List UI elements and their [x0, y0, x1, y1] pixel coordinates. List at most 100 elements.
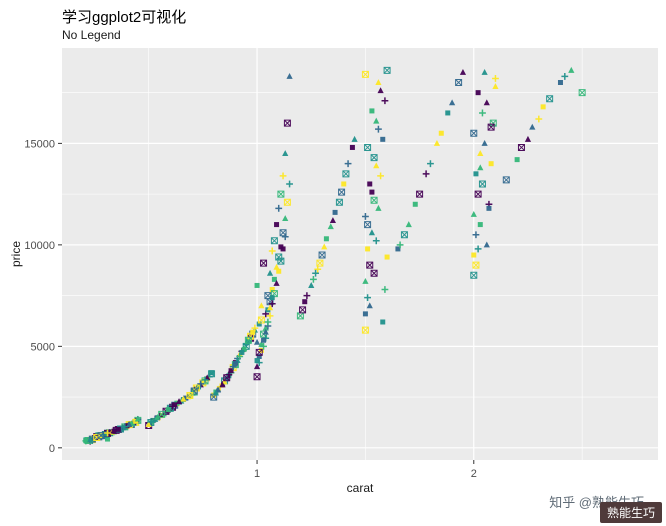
watermark-badge: 熟能生巧: [599, 502, 662, 523]
point-square-x: [97, 432, 105, 440]
y-axis-title: price: [9, 240, 23, 268]
point-square: [111, 428, 117, 434]
point-square: [280, 246, 286, 252]
point-triangle: [308, 282, 315, 288]
point-square-x: [487, 123, 495, 131]
point-square: [232, 361, 238, 367]
point-triangle: [266, 269, 274, 276]
point-triangle: [481, 68, 488, 75]
point-plus: [377, 172, 384, 180]
point-square: [271, 276, 277, 282]
y-tick-label: 0: [49, 443, 55, 455]
point-plus: [375, 125, 382, 133]
point-square: [269, 287, 275, 293]
point-square-x: [383, 66, 391, 74]
point-square-x: [283, 119, 291, 127]
x-tick-label: 1: [254, 468, 260, 480]
point-plus: [381, 97, 389, 105]
y-tick-label: 15000: [24, 138, 55, 150]
point-square-x: [370, 269, 378, 277]
point-plus: [147, 418, 155, 426]
point-square: [514, 157, 520, 163]
point-triangle: [433, 139, 441, 146]
point-square: [276, 268, 282, 274]
point-square-x: [338, 188, 346, 196]
point-plus: [474, 245, 482, 253]
point-plus: [303, 292, 311, 300]
point-square-x: [546, 95, 554, 103]
point-square: [365, 246, 371, 252]
point-plus: [362, 213, 369, 220]
point-square: [83, 438, 89, 444]
point-square: [102, 431, 108, 437]
point-square: [471, 252, 477, 258]
point-triangle: [375, 79, 382, 86]
point-plus: [344, 160, 352, 168]
point-square-x: [470, 129, 478, 137]
point-plus: [279, 172, 287, 180]
plot-subtitle: No Legend: [62, 28, 121, 42]
point-square: [369, 189, 375, 195]
point-square: [302, 299, 308, 305]
point-square: [473, 171, 479, 177]
point-triangle: [219, 381, 226, 388]
panel-background: [62, 48, 658, 460]
point-square: [183, 395, 189, 401]
point-square-x: [335, 198, 343, 206]
point-plus: [264, 318, 272, 326]
point-square-x: [400, 231, 408, 239]
point-triangle: [351, 135, 358, 142]
point-triangle: [477, 164, 484, 171]
point-square: [540, 104, 546, 110]
point-square-x: [270, 237, 278, 245]
point-square: [250, 329, 256, 335]
point-square: [341, 181, 347, 187]
point-triangle: [483, 241, 490, 248]
point-square-x: [277, 190, 285, 198]
point-triangle: [481, 139, 488, 146]
point-square: [105, 436, 111, 442]
point-plus: [197, 380, 205, 388]
point-square: [254, 282, 260, 288]
point-square: [486, 205, 492, 211]
point-triangle: [470, 211, 477, 217]
point-square: [115, 426, 121, 432]
point-triangle: [373, 162, 380, 169]
point-square-x: [277, 257, 285, 265]
point-plus: [422, 170, 430, 178]
point-triangle: [477, 150, 484, 157]
point-plus: [372, 237, 380, 245]
point-square-x: [455, 79, 463, 87]
point-square-x: [342, 170, 350, 178]
point-triangle: [375, 204, 382, 211]
point-plus: [121, 423, 129, 431]
point-square-x: [361, 326, 369, 334]
point-square-x: [364, 143, 372, 151]
point-square-x: [472, 261, 480, 269]
point-triangle: [253, 338, 261, 345]
y-tick-label: 5000: [31, 341, 55, 353]
point-square: [224, 376, 230, 382]
point-triangle: [282, 215, 289, 221]
point-triangle: [266, 304, 274, 311]
point-square-x: [502, 176, 510, 184]
point-triangle: [134, 415, 141, 422]
point-square: [245, 338, 251, 344]
point-square-x: [366, 261, 374, 269]
point-triangle: [262, 328, 269, 335]
point-plus: [266, 312, 274, 320]
point-square-x: [253, 373, 261, 381]
point-square-x: [299, 306, 307, 314]
point-square: [349, 144, 355, 150]
point-triangle: [568, 66, 575, 73]
point-square-x: [361, 70, 369, 78]
point-square-x: [316, 259, 324, 267]
point-square: [241, 346, 247, 352]
point-triangle: [529, 123, 536, 130]
point-square: [172, 402, 178, 408]
point-triangle: [483, 99, 490, 106]
point-plus: [561, 73, 569, 80]
point-triangle: [405, 221, 412, 228]
